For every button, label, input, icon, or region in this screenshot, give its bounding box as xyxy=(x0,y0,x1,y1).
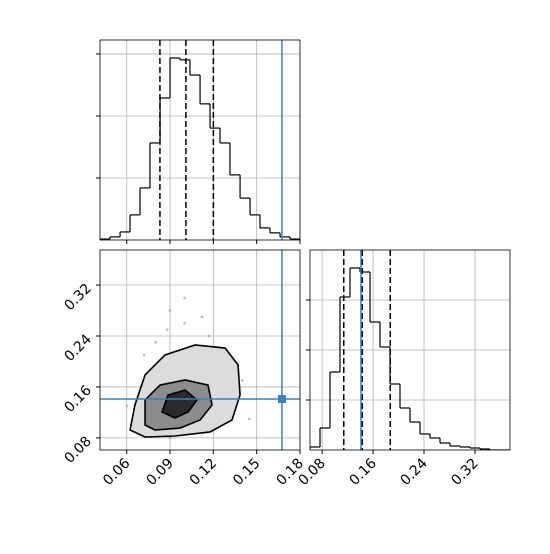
panel: 0.06 0.09 0.12 0.15 0.180.080.160.240.32 xyxy=(61,249,307,489)
axes-frame xyxy=(309,249,511,451)
plot-area xyxy=(100,250,300,450)
axes-frame xyxy=(99,249,301,451)
y-tick-label: 0.08 xyxy=(61,433,94,466)
x-tick-label: 0.09 xyxy=(144,456,177,489)
sample-point xyxy=(154,341,157,344)
x-tick-label: 0.06 xyxy=(100,455,133,488)
x-tick-label: 0.12 xyxy=(187,456,220,489)
contour xyxy=(160,389,199,419)
sample-point xyxy=(183,321,186,325)
y-tick-label: 0.32 xyxy=(61,281,94,314)
sample-point xyxy=(183,296,186,300)
sample-point xyxy=(207,334,211,338)
axes-frame xyxy=(99,39,301,241)
sample-point xyxy=(142,353,146,357)
panel xyxy=(96,39,301,244)
plot-area xyxy=(310,250,510,450)
y-tick-label: 0.16 xyxy=(61,382,94,415)
x-tick-label: 0.08 xyxy=(296,456,329,489)
panel: 0.08 0.16 0.24 0.32 xyxy=(296,249,511,489)
x-tick-label: 0.16 xyxy=(347,455,380,488)
sample-point xyxy=(248,417,251,421)
sample-point xyxy=(125,404,129,408)
sample-point xyxy=(165,328,169,331)
y-tick-label: 0.24 xyxy=(61,331,94,364)
x-tick-label: 0.32 xyxy=(448,456,481,489)
x-tick-label: 0.24 xyxy=(397,455,430,488)
x-tick-label: 0.15 xyxy=(230,456,263,489)
sample-point xyxy=(168,309,172,312)
truth-marker xyxy=(277,395,286,404)
sample-point xyxy=(240,379,244,382)
sample-point xyxy=(168,436,172,440)
plot-area xyxy=(100,40,300,240)
sample-point xyxy=(200,315,204,319)
